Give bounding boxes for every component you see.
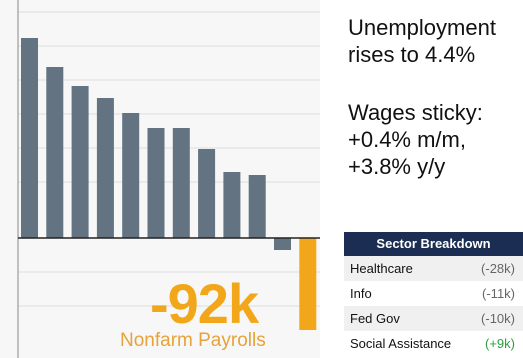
sector-breakdown-table: Sector Breakdown Healthcare (-28k) Info (-1… xyxy=(344,232,523,356)
sector-name: Fed Gov xyxy=(350,311,400,326)
wages-note-line: +0.4% m/m, xyxy=(348,127,466,152)
bar-11 xyxy=(274,238,291,250)
bar-7 xyxy=(172,128,190,238)
bar-2 xyxy=(46,67,64,238)
unemployment-note-line: rises to 4.4% xyxy=(348,42,476,67)
sector-name: Info xyxy=(350,286,372,301)
unemployment-note: Unemployment rises to 4.4% xyxy=(348,14,496,68)
wages-note: Wages sticky: +0.4% m/m, +3.8% y/y xyxy=(348,99,483,180)
sector-value: (-28k) xyxy=(481,261,515,276)
bar-1 xyxy=(21,38,38,238)
sector-name: Healthcare xyxy=(350,261,413,276)
sector-value: (+9k) xyxy=(485,336,515,351)
unemployment-note-line: Unemployment xyxy=(348,15,496,40)
sector-row: Healthcare (-28k) xyxy=(344,256,523,281)
bar-10 xyxy=(248,175,266,238)
sector-value: (-11k) xyxy=(482,286,515,301)
sector-table-title: Sector Breakdown xyxy=(344,232,523,256)
bar-4 xyxy=(96,98,114,238)
sector-row: Info (-11k) xyxy=(344,281,523,306)
payrolls-chart: -92k Nonfarm Payrolls xyxy=(17,0,320,358)
sector-row: Social Assistance (+9k) xyxy=(344,331,523,356)
bar-3 xyxy=(71,86,89,238)
bar-5 xyxy=(122,113,140,238)
bar-12 xyxy=(299,238,317,330)
bar-6 xyxy=(147,128,165,238)
bar-8 xyxy=(198,149,216,238)
bar-9 xyxy=(223,172,241,238)
headline-value: -92k xyxy=(150,272,259,335)
wages-note-line: +3.8% y/y xyxy=(348,154,446,179)
payrolls-bar-chart xyxy=(17,0,320,358)
sector-value: (-10k) xyxy=(481,311,515,326)
sector-row: Fed Gov (-10k) xyxy=(344,306,523,331)
wages-note-line: Wages sticky: xyxy=(348,100,483,125)
sector-name: Social Assistance xyxy=(350,336,452,351)
headline-caption: Nonfarm Payrolls xyxy=(120,330,266,351)
sector-table-rows: Healthcare (-28k) Info (-11k) Fed Gov (-10k) S… xyxy=(344,256,523,356)
